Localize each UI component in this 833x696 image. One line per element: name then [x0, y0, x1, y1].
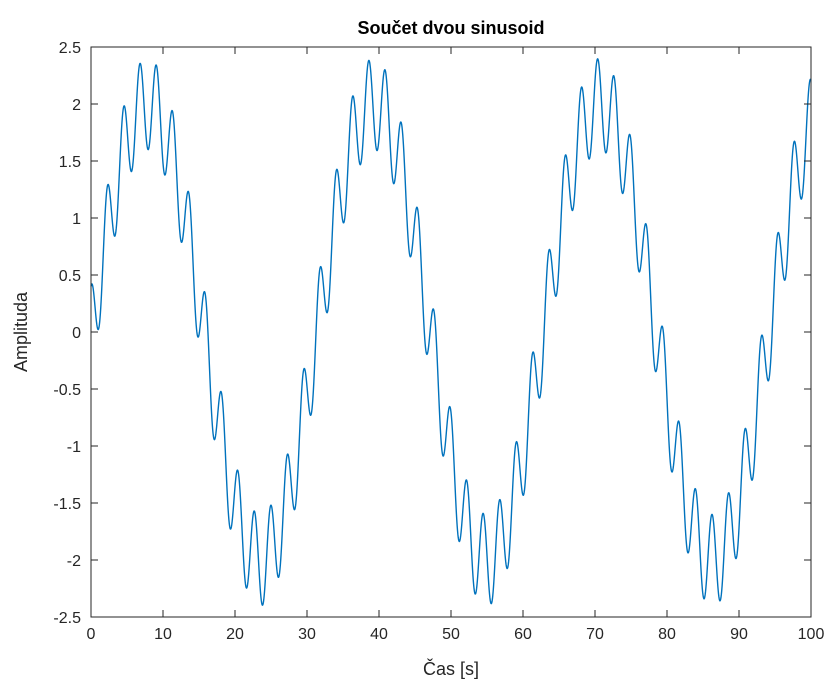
x-tick-label: 50 — [442, 626, 460, 643]
x-tick-label: 90 — [730, 626, 748, 643]
x-tick-label: 10 — [154, 626, 172, 643]
y-tick-label: -1.5 — [53, 496, 81, 513]
y-tick-label: 2 — [72, 97, 81, 114]
y-axis-label: Amplituda — [11, 291, 31, 372]
y-tick-label: 2.5 — [59, 40, 81, 57]
x-tick-label: 0 — [87, 626, 96, 643]
x-tick-label: 70 — [586, 626, 604, 643]
y-tick-label: -2.5 — [53, 610, 81, 627]
y-tick-label: -0.5 — [53, 382, 81, 399]
x-tick-label: 20 — [226, 626, 244, 643]
y-tick-label: -2 — [67, 553, 81, 570]
series-line-1 — [90, 58, 812, 606]
chart-title: Součet dvou sinusoid — [357, 18, 544, 38]
x-tick-label: 100 — [798, 626, 825, 643]
x-tick-label: 80 — [658, 626, 676, 643]
x-tick-label: 30 — [298, 626, 316, 643]
y-tick-label: 0.5 — [59, 268, 81, 285]
y-tick-label: 1 — [72, 211, 81, 228]
axes-layer: 0 10 20 30 40 50 60 70 80 90 100 -2.5 -2 -1.5 -1 -0.5 0 0… — [53, 40, 824, 643]
data-layer — [90, 58, 812, 606]
x-tick-label: 40 — [370, 626, 388, 643]
y-tick-label: -1 — [67, 439, 81, 456]
y-tick-label: 1.5 — [59, 154, 81, 171]
y-tick-label: 0 — [72, 325, 81, 342]
x-tick-label: 60 — [514, 626, 532, 643]
x-axis-label: Čas [s] — [423, 658, 479, 679]
